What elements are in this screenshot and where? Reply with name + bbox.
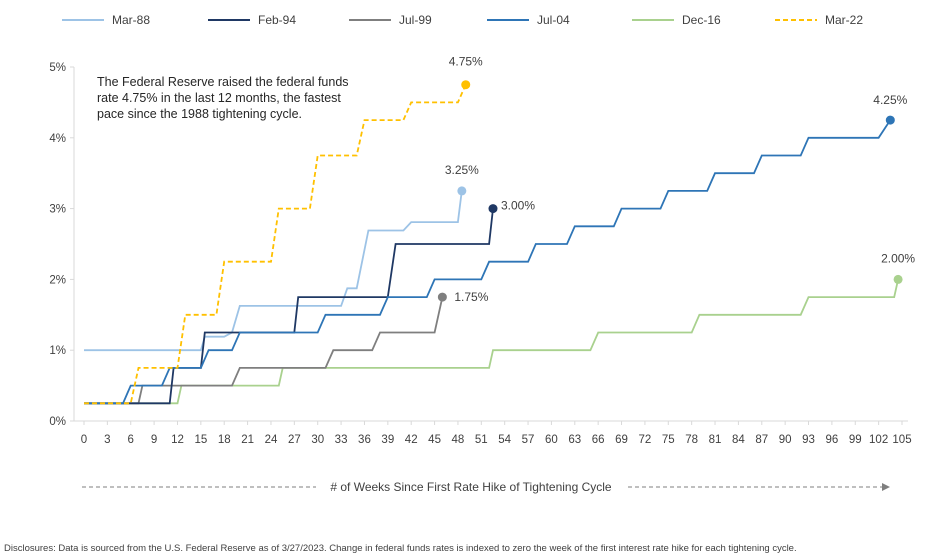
x-tick-label: 51 — [475, 434, 488, 446]
x-tick-label: 12 — [171, 434, 184, 446]
x-tick-label: 42 — [405, 434, 418, 446]
x-tick-label: 60 — [545, 434, 558, 446]
series-end-label-jul-99: 1.75% — [454, 290, 488, 304]
x-tick-label: 24 — [265, 434, 278, 446]
legend: Mar-88 Feb-94 Jul-99 Jul-04 Dec-16 Mar-22 — [62, 13, 863, 27]
x-axis-title: # of Weeks Since First Rate Hike of Tigh… — [330, 480, 612, 494]
x-tick-label: 96 — [825, 434, 838, 446]
x-tick-label: 93 — [802, 434, 815, 446]
x-tick-label: 9 — [151, 434, 157, 446]
x-tick-label: 78 — [685, 434, 698, 446]
x-tick-label: 102 — [869, 434, 888, 446]
series-end-point-jul-99 — [437, 292, 447, 302]
x-tick-label: 84 — [732, 434, 745, 446]
plot-area: 2.00% 1.75% 3.25% 3.00% 4.25% 4.75% — [84, 55, 915, 405]
series-end-label-mar-88: 3.25% — [445, 163, 479, 177]
series-line-mar-88 — [84, 190, 463, 352]
legend-label-mar-88: Mar-88 — [112, 13, 150, 27]
series-end-point-dec-16 — [893, 274, 903, 284]
series-end-label-jul-04: 4.25% — [873, 93, 907, 107]
series-line-jul-99 — [84, 296, 444, 405]
x-tick-label: 90 — [779, 434, 792, 446]
x-tick-label: 30 — [311, 434, 324, 446]
series-end-point-mar-22 — [461, 80, 471, 90]
x-tick-label: 39 — [381, 434, 394, 446]
x-tick-label: 33 — [335, 434, 348, 446]
series-end-label-mar-22: 4.75% — [449, 55, 483, 69]
x-tick-label: 81 — [709, 434, 722, 446]
x-tick-label: 69 — [615, 434, 628, 446]
x-axis-title-group: # of Weeks Since First Rate Hike of Tigh… — [82, 480, 890, 494]
x-tick-label: 72 — [639, 434, 652, 446]
series-end-point-mar-88 — [457, 186, 467, 196]
y-tick-label: 0% — [49, 416, 66, 428]
x-tick-label: 27 — [288, 434, 301, 446]
x-tick-label: 66 — [592, 434, 605, 446]
x-tick-label: 57 — [522, 434, 535, 446]
series-end-label-dec-16: 2.00% — [881, 251, 915, 265]
series-line-mar-22 — [84, 84, 467, 405]
x-tick-label: 105 — [892, 434, 911, 446]
x-tick-label: 6 — [128, 434, 134, 446]
x-tick-label: 54 — [498, 434, 511, 446]
series-end-point-jul-04 — [885, 115, 895, 125]
x-tick-label: 45 — [428, 434, 441, 446]
x-tick-label: 75 — [662, 434, 675, 446]
legend-label-jul-99: Jul-99 — [399, 13, 432, 27]
y-tick-label: 4% — [49, 133, 66, 145]
legend-label-jul-04: Jul-04 — [537, 13, 570, 27]
x-tick-label: 15 — [194, 434, 207, 446]
series-end-point-feb-94 — [488, 204, 498, 214]
x-tick-label: 48 — [452, 434, 465, 446]
annotation-text: The Federal Reserve raised the federal f… — [97, 75, 349, 121]
x-tick-label: 21 — [241, 434, 254, 446]
x-tick-label: 3 — [104, 434, 110, 446]
y-tick-label: 5% — [49, 62, 66, 74]
y-axis: 0% 1% 2% 3% 4% 5% — [49, 62, 75, 428]
x-tick-label: 87 — [755, 434, 768, 446]
y-tick-label: 1% — [49, 345, 66, 357]
x-tick-label: 99 — [849, 434, 862, 446]
x-tick-label: 36 — [358, 434, 371, 446]
series-line-jul-04 — [84, 119, 892, 405]
disclosure-text: Disclosures: Data is sourced from the U.… — [4, 543, 797, 554]
x-tick-label: 18 — [218, 434, 231, 446]
legend-label-feb-94: Feb-94 — [258, 13, 296, 27]
arrowhead-icon — [882, 483, 890, 491]
x-tick-label: 0 — [81, 434, 87, 446]
legend-label-dec-16: Dec-16 — [682, 13, 721, 27]
legend-label-mar-22: Mar-22 — [825, 13, 863, 27]
x-axis: 0 3 6 9 12 15 18 21 24 27 30 33 36 39 42 45 48 51 54 57 60 63… — [74, 420, 912, 446]
x-tick-label: 63 — [568, 434, 581, 446]
y-tick-label: 2% — [49, 274, 66, 286]
series-end-label-feb-94: 3.00% — [501, 199, 535, 213]
y-tick-label: 3% — [49, 204, 66, 216]
